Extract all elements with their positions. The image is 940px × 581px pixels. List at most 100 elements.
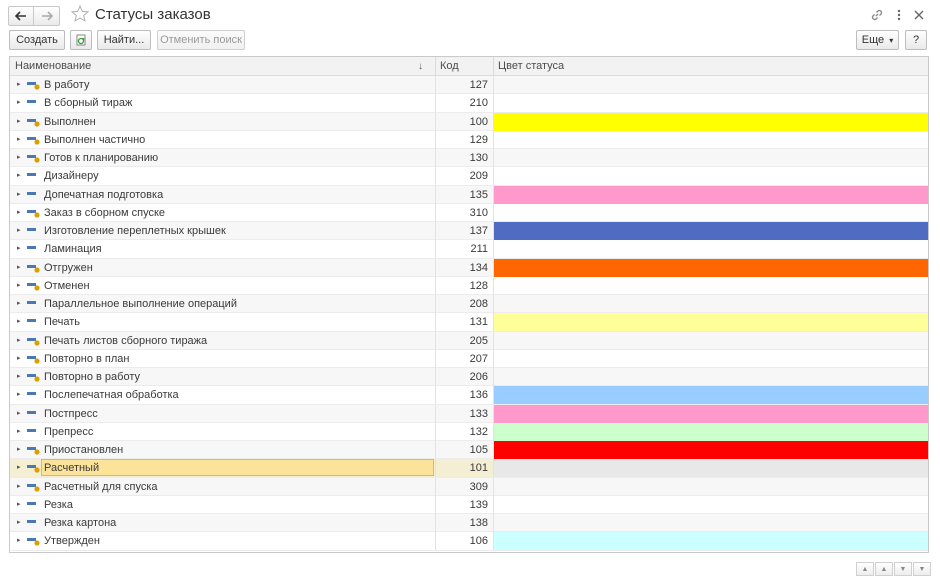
table-row[interactable]: ▸ Ламинация 211 bbox=[10, 240, 928, 259]
table-row[interactable]: ▸ Готов к планированию 130 bbox=[10, 149, 928, 168]
status-code: 138 bbox=[469, 517, 488, 529]
expand-icon[interactable]: ▸ bbox=[17, 409, 21, 417]
status-name: В сборный тираж bbox=[44, 97, 133, 110]
table-row[interactable]: ▸ Изготовление переплетных крышек 137 bbox=[10, 222, 928, 241]
folder-status-icon bbox=[27, 264, 40, 273]
expand-icon[interactable]: ▸ bbox=[17, 190, 21, 198]
table-row[interactable]: ▸ Дизайнеру 209 bbox=[10, 167, 928, 186]
table-row[interactable]: ▸ Отменен 128 bbox=[10, 276, 928, 295]
expand-icon[interactable]: ▸ bbox=[17, 227, 21, 234]
table-row[interactable]: ▸ Печать 131 bbox=[10, 313, 928, 332]
expand-icon[interactable]: ▸ bbox=[17, 154, 21, 161]
command-bar: Создать Найти... Отменить поиск Еще ▾ ? bbox=[0, 30, 940, 52]
expand-icon[interactable]: ▸ bbox=[17, 373, 21, 380]
status-name: Препресс bbox=[44, 425, 94, 438]
table-row[interactable]: ▸ Препресс 132 bbox=[10, 422, 928, 441]
expand-icon[interactable]: ▸ bbox=[17, 281, 21, 289]
status-code: 206 bbox=[469, 371, 488, 383]
status-name: Расчетный bbox=[44, 462, 100, 475]
table-row[interactable]: ▸ В работу 127 bbox=[10, 76, 928, 95]
forward-button[interactable] bbox=[34, 6, 60, 26]
more-button[interactable]: Еще ▾ bbox=[856, 30, 899, 50]
expand-icon[interactable]: ▸ bbox=[17, 135, 21, 143]
table-row[interactable]: ▸ Повторно в план 207 bbox=[10, 349, 928, 368]
table-row[interactable]: ▸ Отгружен 134 bbox=[10, 258, 928, 277]
expand-icon[interactable]: ▸ bbox=[17, 537, 21, 545]
expand-icon[interactable]: ▸ bbox=[17, 263, 21, 271]
table-row[interactable]: ▸ Расчетный для спуска 309 bbox=[10, 477, 928, 496]
status-code: 100 bbox=[469, 115, 488, 128]
column-header-color[interactable]: Цвет статуса bbox=[498, 60, 565, 72]
table-row[interactable]: ▸ Утвержден 106 bbox=[10, 532, 928, 551]
column-header-name[interactable]: Наименование bbox=[15, 60, 92, 72]
folder-status-icon bbox=[27, 136, 40, 145]
status-code: 309 bbox=[469, 480, 488, 493]
find-button[interactable]: Найти... bbox=[97, 30, 151, 50]
table-row[interactable]: ▸ Расчетный 101 bbox=[10, 459, 928, 478]
link-button[interactable] bbox=[868, 6, 886, 24]
table-row[interactable]: ▸ Параллельное выполнение операций 208 bbox=[10, 295, 928, 314]
table-row[interactable]: ▸ Печать листов сборного тиража 205 bbox=[10, 331, 928, 350]
scroll-first-button[interactable]: ▲ bbox=[856, 562, 874, 576]
help-button[interactable]: ? bbox=[905, 30, 927, 50]
column-header-code[interactable]: Код bbox=[440, 60, 459, 72]
title-bar: Статусы заказов bbox=[0, 0, 940, 30]
status-name: Резка картона bbox=[44, 517, 117, 529]
scroll-up-button[interactable]: ▲ bbox=[875, 562, 893, 576]
expand-icon[interactable]: ▸ bbox=[17, 519, 21, 526]
table-row[interactable]: ▸ В сборный тираж 210 bbox=[10, 94, 928, 113]
favorite-button[interactable] bbox=[70, 4, 90, 24]
status-code: 127 bbox=[469, 79, 488, 91]
expand-icon[interactable]: ▸ bbox=[17, 318, 21, 326]
table-row[interactable]: ▸ Постпресс 133 bbox=[10, 404, 928, 423]
create-button[interactable]: Создать bbox=[9, 30, 65, 50]
table-row[interactable]: ▸ Выполнен 100 bbox=[10, 112, 928, 131]
folder-status-icon bbox=[27, 483, 40, 492]
expand-icon[interactable]: ▸ bbox=[17, 336, 21, 344]
status-code: 211 bbox=[470, 243, 488, 256]
close-button[interactable] bbox=[910, 6, 928, 24]
refresh-button[interactable] bbox=[70, 30, 92, 50]
table-row[interactable]: ▸ Заказ в сборном спуске 310 bbox=[10, 203, 928, 222]
expand-icon[interactable]: ▸ bbox=[17, 99, 21, 107]
table-row[interactable]: ▸ Приостановлен 105 bbox=[10, 441, 928, 460]
status-table: Наименование ↓ Код Цвет статуса ▸ В работ… bbox=[9, 56, 929, 553]
scroll-last-button[interactable]: ▼ bbox=[913, 562, 931, 576]
expand-icon[interactable]: ▸ bbox=[17, 446, 21, 453]
expand-icon[interactable]: ▸ bbox=[17, 172, 21, 180]
scroll-down-button[interactable]: ▼ bbox=[894, 562, 912, 576]
more-menu-button[interactable] bbox=[890, 6, 908, 24]
back-button[interactable] bbox=[8, 6, 34, 26]
status-color-swatch bbox=[494, 386, 928, 405]
table-row[interactable]: ▸ Резка картона 138 bbox=[10, 514, 928, 533]
folder-status-icon bbox=[27, 538, 40, 546]
status-name: Отгружен bbox=[44, 261, 93, 274]
expand-icon[interactable]: ▸ bbox=[17, 354, 21, 362]
expand-icon[interactable]: ▸ bbox=[17, 300, 21, 307]
status-name: Приостановлен bbox=[44, 444, 124, 456]
expand-icon[interactable]: ▸ bbox=[17, 500, 21, 508]
expand-icon[interactable]: ▸ bbox=[17, 464, 21, 472]
selection-highlight bbox=[41, 459, 434, 477]
table-row[interactable]: ▸ Послепечатная обработка 136 bbox=[10, 386, 928, 405]
expand-icon[interactable]: ▸ bbox=[17, 391, 21, 399]
table-row[interactable]: ▸ Повторно в работу 206 bbox=[10, 368, 928, 387]
table-row[interactable]: ▸ Резка 139 bbox=[10, 495, 928, 514]
expand-icon[interactable]: ▸ bbox=[17, 81, 21, 88]
table-body: ▸ В работу 127 ▸ В сборный тираж 210 ▸ Выполнен… bbox=[10, 76, 928, 551]
expand-icon[interactable]: ▸ bbox=[17, 117, 21, 125]
expand-icon[interactable]: ▸ bbox=[17, 208, 21, 216]
status-icon bbox=[27, 173, 36, 177]
expand-icon[interactable]: ▸ bbox=[17, 245, 21, 253]
status-name: Изготовление переплетных крышек bbox=[44, 225, 226, 237]
table-row[interactable]: ▸ Допечатная подготовка 135 bbox=[10, 185, 928, 204]
status-color-swatch bbox=[494, 131, 928, 149]
cancel-search-button[interactable]: Отменить поиск bbox=[157, 30, 245, 50]
expand-icon[interactable]: ▸ bbox=[17, 482, 21, 490]
status-icon bbox=[27, 228, 36, 231]
table-row[interactable]: ▸ Выполнен частично 129 bbox=[10, 130, 928, 149]
status-color-swatch bbox=[494, 295, 928, 313]
status-color-swatch bbox=[494, 332, 928, 350]
expand-icon[interactable]: ▸ bbox=[17, 427, 21, 435]
folder-status-icon bbox=[27, 118, 40, 127]
